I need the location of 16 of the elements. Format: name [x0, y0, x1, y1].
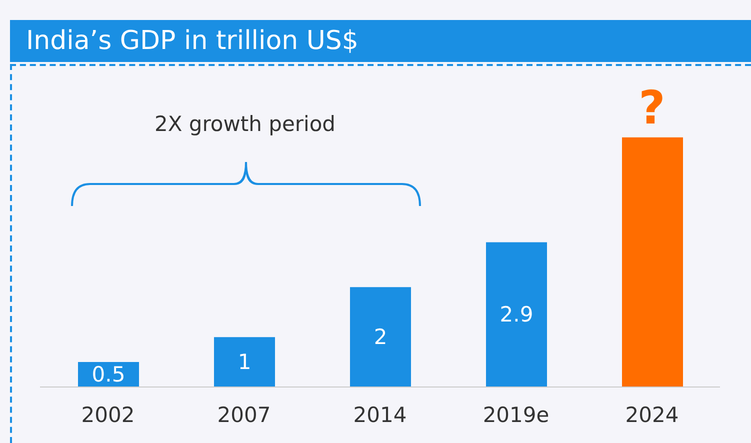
- bar: [350, 287, 411, 387]
- chart-title: India’s GDP in trillion US$: [10, 20, 751, 62]
- data-label: 2.9: [500, 302, 534, 327]
- bar: [214, 337, 275, 387]
- text: 2X growth period: [153, 112, 337, 136]
- x-tick-label: 2014: [353, 402, 407, 427]
- data-label: 2: [374, 325, 388, 350]
- bar: [622, 137, 683, 387]
- data-label: 1: [238, 350, 252, 374]
- x-tick-label: 2007: [217, 402, 271, 427]
- x-tick-label: 2024: [625, 402, 679, 427]
- bar: [486, 242, 547, 387]
- annotation: ?: [638, 80, 666, 134]
- data-label: 0.5: [92, 362, 126, 387]
- x-tick-label: 2019e: [482, 402, 550, 427]
- x-tick-label: 2002: [81, 402, 135, 427]
